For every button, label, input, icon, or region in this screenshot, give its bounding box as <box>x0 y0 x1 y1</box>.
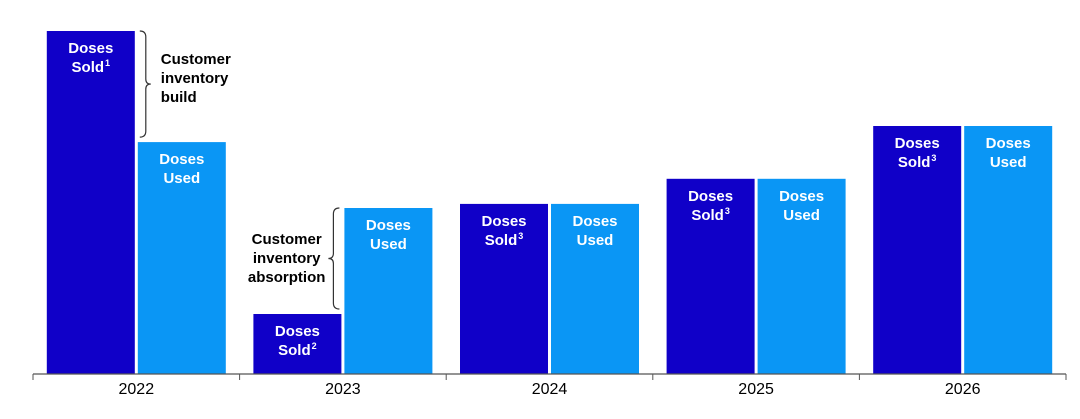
annotation-customer-inventory-absorption: Customer inventory absorption <box>247 231 326 287</box>
footnote-marker: 2 <box>311 340 317 351</box>
bar-label-doses-sold-2023: Doses Sold2 <box>274 322 320 359</box>
x-tick-label-2023: 2023 <box>325 381 361 398</box>
bar-doses-used-2026 <box>964 126 1053 374</box>
bar-label-doses-sold-2025: Doses Sold3 <box>688 187 734 224</box>
bracket-customer-inventory-absorption <box>328 207 340 310</box>
bar-doses-used-2025 <box>757 178 846 374</box>
bar-doses-used-2023 <box>344 208 433 374</box>
footnote-marker: 1 <box>105 58 111 68</box>
footnote-marker: 3 <box>931 153 937 163</box>
footnote-marker: 3 <box>724 205 730 216</box>
bar-doses-sold-2022 <box>46 31 135 374</box>
bar-doses-sold-2026 <box>873 126 962 374</box>
x-tick-label-2026: 2026 <box>944 381 981 398</box>
bar-label-doses-used-2026: Doses Used <box>985 135 1031 171</box>
brackets-group <box>139 30 340 310</box>
bar-doses-sold-2023 <box>253 314 342 374</box>
bar-label-doses-used-2022: Doses Used <box>159 151 205 188</box>
bar-doses-sold-2024 <box>460 203 548 374</box>
bar-label-doses-used-2024: Doses Used <box>572 212 618 249</box>
bars-group <box>46 31 1053 374</box>
bar-label-doses-used-2023: Doses Used <box>365 216 411 253</box>
bar-label-doses-sold-2022: Doses Sold1 <box>68 40 114 76</box>
x-tick-label-2022: 2022 <box>118 381 155 398</box>
bar-doses-used-2022 <box>137 142 226 374</box>
annotation-customer-inventory-build: Customer inventory build <box>160 51 231 106</box>
x-tick-label-2025: 2025 <box>738 381 774 398</box>
bar-label-doses-sold-2024: Doses Sold3 <box>481 212 527 249</box>
footnote-marker: 3 <box>518 230 524 241</box>
bar-doses-sold-2025 <box>666 178 755 374</box>
bar-doses-used-2024 <box>551 203 639 374</box>
bracket-customer-inventory-build <box>139 30 151 138</box>
x-axis-ticks <box>32 374 1067 380</box>
x-tick-label-2024: 2024 <box>531 381 568 398</box>
bar-label-doses-used-2025: Doses Used <box>779 187 825 224</box>
bar-label-doses-sold-2026: Doses Sold3 <box>894 135 940 171</box>
